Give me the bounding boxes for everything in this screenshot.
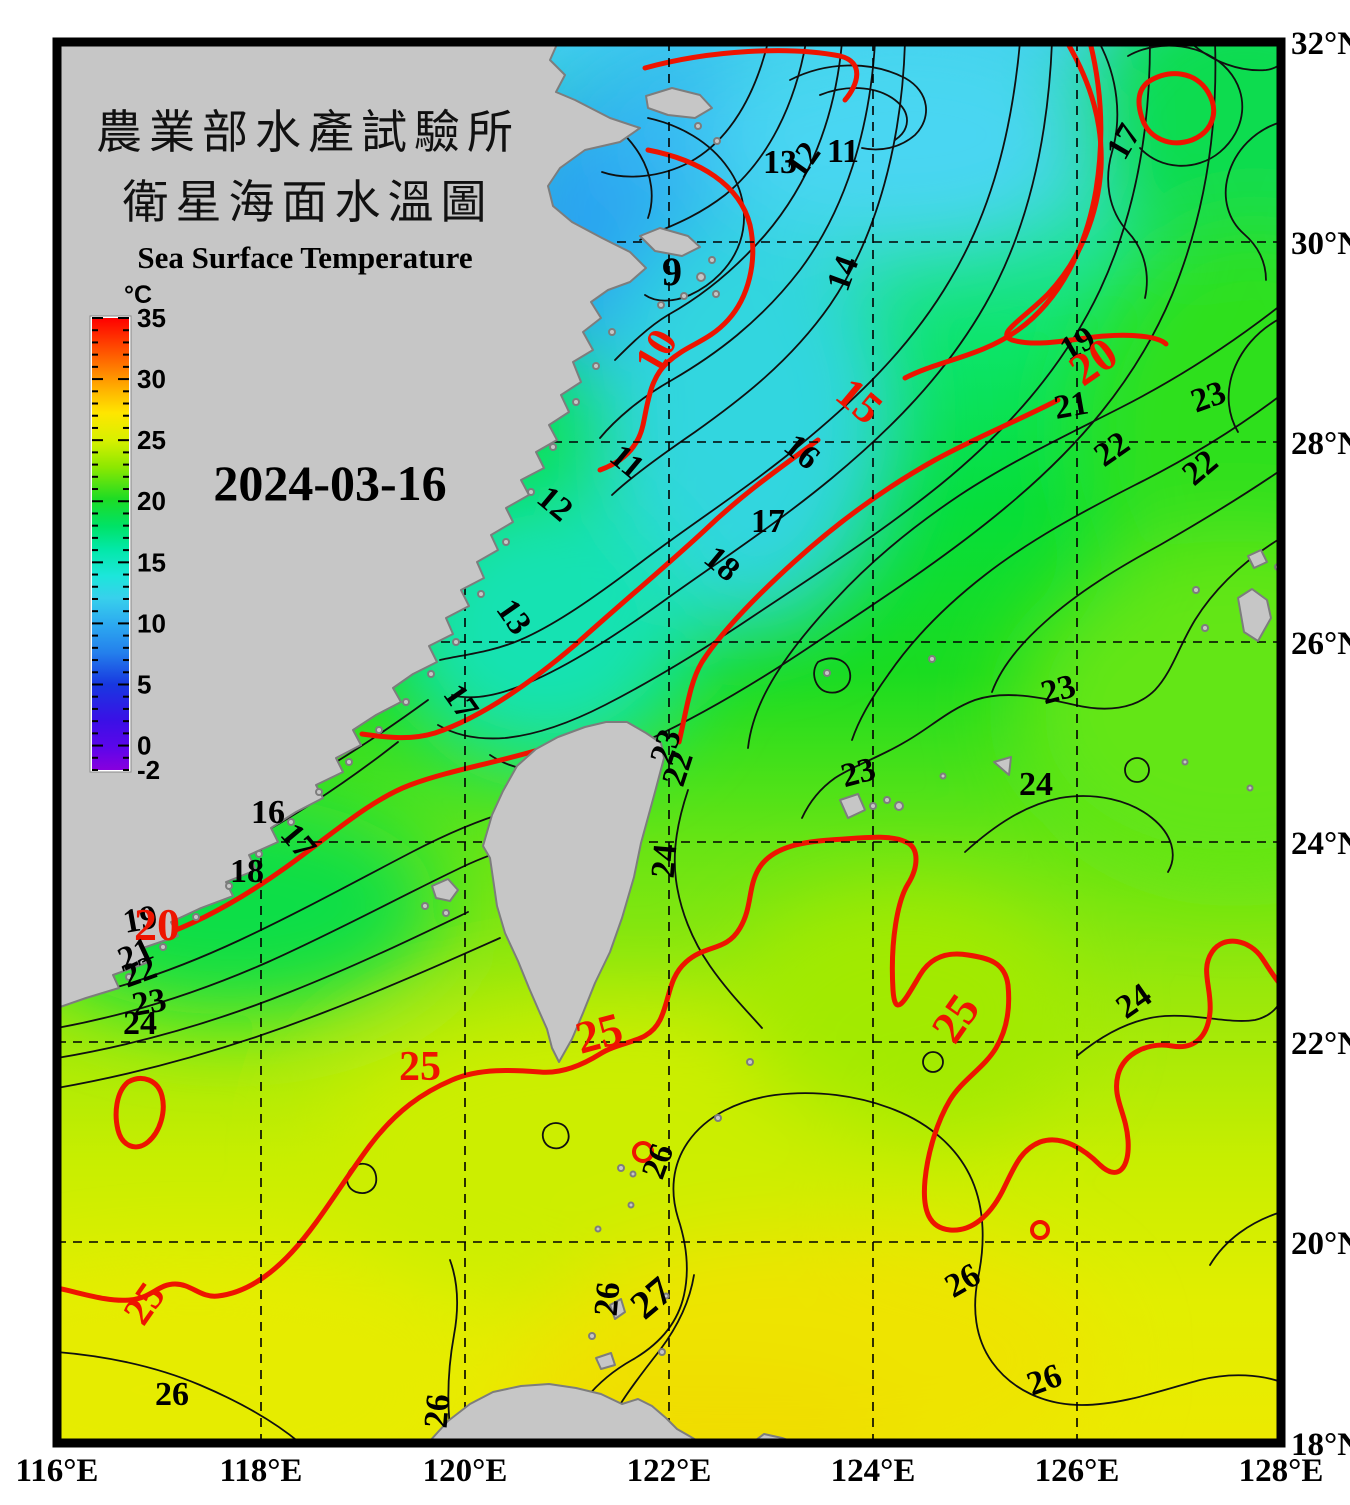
contour-label: 24 bbox=[1019, 766, 1053, 803]
axis-labels: 116°E 118°E 120°E 122°E 124°E 126°E 128°E 32°N 3… bbox=[16, 26, 1350, 1489]
contour-label: 26 bbox=[418, 1393, 458, 1430]
colorbar-tick-label: -2 bbox=[137, 755, 160, 785]
red-contour-20-east bbox=[676, 42, 1169, 745]
land-china bbox=[57, 42, 647, 1009]
colorbar-ticks: 35 30 25 20 15 10 5 0-2 bbox=[92, 303, 166, 785]
contour-label: 20 bbox=[134, 899, 180, 950]
red-contour-10-top bbox=[642, 48, 860, 103]
colorbar-tick-label: 5 bbox=[137, 669, 151, 699]
lon-axis-label: 120°E bbox=[423, 1453, 508, 1489]
land-luzon bbox=[427, 1383, 702, 1443]
colorbar-tick-label: 35 bbox=[137, 303, 166, 333]
lat-axis-label: 30°N bbox=[1291, 226, 1350, 262]
islets bbox=[125, 122, 1281, 1356]
title-line-2: 衛星海面水溫圖 bbox=[123, 177, 494, 228]
lat-axis-label: 24°N bbox=[1291, 826, 1350, 862]
contour-label: 26 bbox=[155, 1376, 189, 1413]
lon-axis-label: 124°E bbox=[831, 1453, 916, 1489]
lat-axis-label: 28°N bbox=[1291, 426, 1350, 462]
lon-axis-label: 118°E bbox=[220, 1453, 303, 1489]
contour-label: 24 bbox=[645, 843, 685, 880]
contour-label: 11 bbox=[827, 133, 859, 170]
lat-axis-label: 22°N bbox=[1291, 1026, 1350, 1062]
contour-label: 18 bbox=[230, 853, 264, 890]
island-zhoushan bbox=[639, 227, 701, 257]
contour-label: 17 bbox=[751, 503, 785, 540]
contour-label: 19 bbox=[120, 898, 160, 940]
lat-axis-label: 26°N bbox=[1291, 626, 1350, 662]
red-contour-25 bbox=[57, 834, 1281, 1303]
land-taiwan bbox=[482, 721, 665, 1063]
red-contour-ring-2 bbox=[1030, 1220, 1050, 1240]
date-label: 2024-03-16 bbox=[213, 455, 446, 511]
colorbar-unit: °C bbox=[124, 281, 152, 309]
lon-axis-label: 128°E bbox=[1239, 1453, 1324, 1489]
colorbar-tick-label: 20 bbox=[137, 486, 166, 516]
island-chongming bbox=[645, 87, 713, 119]
contour-label: 23 bbox=[129, 981, 169, 1023]
title-english: Sea Surface Temperature bbox=[137, 240, 472, 275]
lat-axis-label: 20°N bbox=[1291, 1226, 1350, 1262]
contour-label: 13 bbox=[763, 144, 797, 181]
red-contour-25-loop-west bbox=[113, 1076, 166, 1150]
contour-label: 25 bbox=[399, 1044, 441, 1090]
island-batan-1 bbox=[609, 1298, 626, 1320]
colorbar: °C 35 30 25 20 15 10 5 0-2 bbox=[89, 281, 166, 785]
colorbar-tick-label: 0 bbox=[137, 731, 151, 761]
land-layer bbox=[57, 42, 1281, 1443]
lat-axis-label: 32°N bbox=[1291, 26, 1350, 62]
colorbar-tick-label: 10 bbox=[137, 608, 166, 638]
lon-axis-label: 116°E bbox=[16, 1453, 99, 1489]
contour-label: 26 bbox=[588, 1281, 628, 1318]
island-ryukyu-2 bbox=[1247, 549, 1268, 569]
island-penghu bbox=[431, 878, 459, 902]
contour-label: 24 bbox=[123, 1005, 157, 1042]
island-batan-2 bbox=[595, 1352, 616, 1370]
contour-label: 16 bbox=[251, 794, 285, 831]
island-miyako bbox=[839, 793, 866, 819]
red-contour-ring-1 bbox=[632, 1141, 654, 1163]
map-frame bbox=[52, 37, 1286, 1448]
lon-axis-label: 126°E bbox=[1035, 1453, 1120, 1489]
colorbar-tick-label: 25 bbox=[137, 425, 166, 455]
island-miyako-2 bbox=[993, 756, 1012, 776]
colorbar-tick-label: 15 bbox=[137, 547, 166, 577]
colorbar-tick-label: 30 bbox=[137, 364, 166, 394]
red-contour-20-loop bbox=[1136, 71, 1217, 146]
title-line-1: 農業部水產試驗所 bbox=[96, 107, 520, 158]
colorbar-gradient bbox=[92, 318, 129, 770]
lon-axis-label: 122°E bbox=[627, 1453, 712, 1489]
black-contours bbox=[57, 42, 1281, 1443]
red-contour-10-plume bbox=[597, 147, 756, 473]
lat-axis-label: 18°N bbox=[1291, 1427, 1350, 1463]
contour-label: 21 bbox=[1051, 384, 1091, 426]
island-ryukyu-1 bbox=[1237, 588, 1272, 642]
contour-label: 9 bbox=[662, 249, 682, 294]
